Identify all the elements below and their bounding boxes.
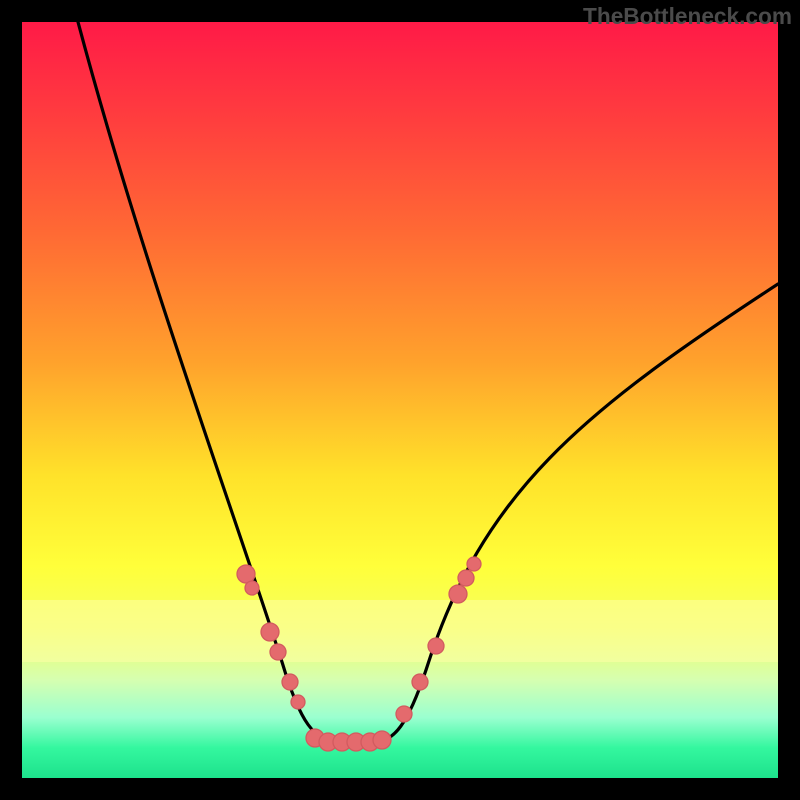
data-marker (261, 623, 279, 641)
data-marker (449, 585, 467, 603)
data-marker (282, 674, 298, 690)
data-marker (291, 695, 305, 709)
data-marker (412, 674, 428, 690)
chart-frame: TheBottleneck.com (0, 0, 800, 800)
watermark-text: TheBottleneck.com (583, 3, 792, 30)
data-marker (428, 638, 444, 654)
data-marker (396, 706, 412, 722)
data-marker (458, 570, 474, 586)
plot-area (22, 22, 778, 778)
data-marker (373, 731, 391, 749)
data-marker (270, 644, 286, 660)
pale-band (22, 600, 778, 662)
chart-svg (22, 22, 778, 778)
data-marker (467, 557, 481, 571)
gradient-background (22, 22, 778, 778)
data-marker (237, 565, 255, 583)
data-marker (245, 581, 259, 595)
